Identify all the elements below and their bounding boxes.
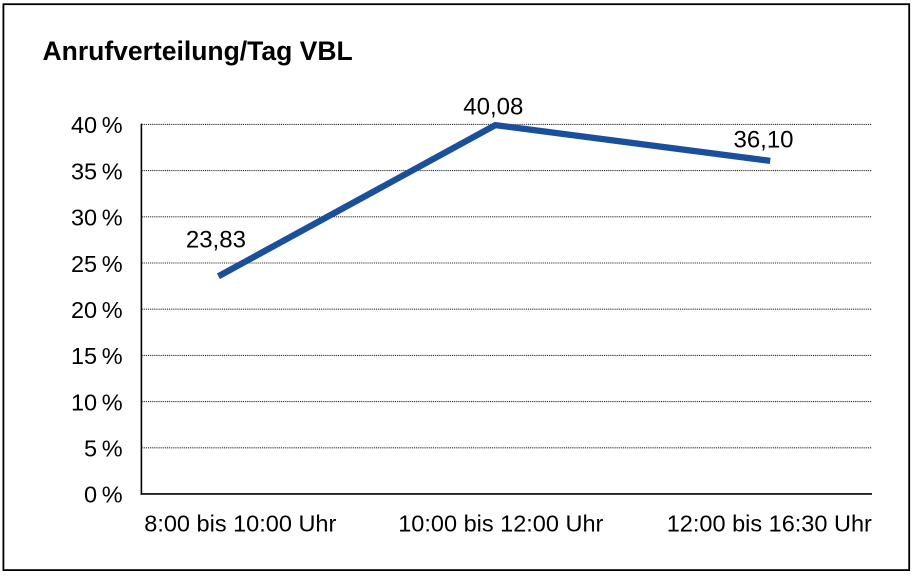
svg-text:15 %: 15 %: [71, 343, 123, 369]
svg-text:40,08: 40,08: [463, 94, 523, 121]
svg-text:Anrufverteilung/Tag VBL: Anrufverteilung/Tag VBL: [43, 36, 353, 66]
svg-text:0 %: 0 %: [84, 482, 123, 508]
svg-text:30 %: 30 %: [71, 205, 123, 231]
svg-text:10 %: 10 %: [71, 389, 123, 415]
svg-text:23,83: 23,83: [186, 227, 246, 254]
svg-text:8:00 bis 10:00 Uhr: 8:00 bis 10:00 Uhr: [144, 511, 336, 537]
svg-text:36,10: 36,10: [733, 127, 793, 154]
svg-text:5 %: 5 %: [84, 436, 123, 462]
svg-text:10:00 bis 12:00 Uhr: 10:00 bis 12:00 Uhr: [398, 511, 603, 537]
svg-text:12:00 bis 16:30 Uhr: 12:00 bis 16:30 Uhr: [667, 511, 872, 537]
svg-text:35 %: 35 %: [71, 158, 123, 184]
svg-text:40 %: 40 %: [71, 112, 123, 138]
svg-text:25 %: 25 %: [71, 251, 123, 277]
svg-text:20 %: 20 %: [71, 297, 123, 323]
